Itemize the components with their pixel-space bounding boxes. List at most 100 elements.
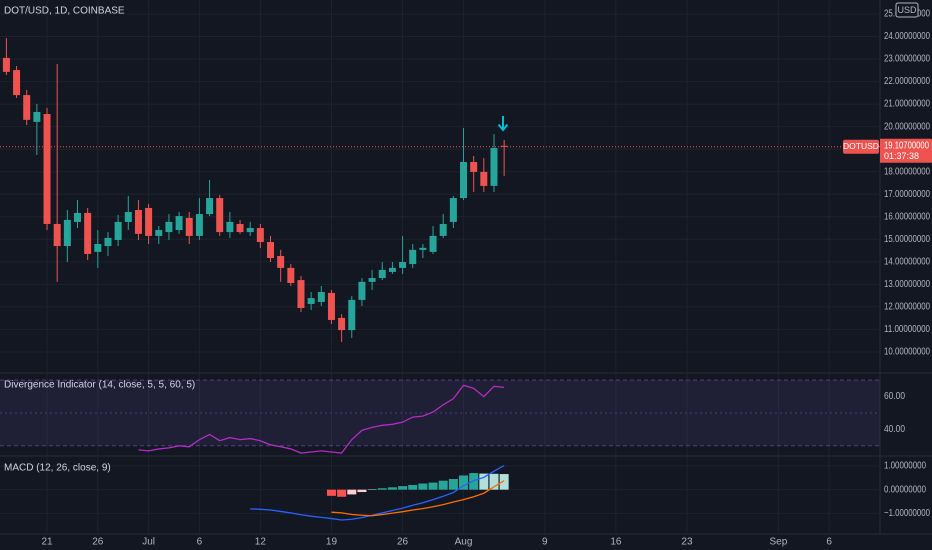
x-tick-label: 26 [92, 537, 104, 548]
candle-body [185, 217, 193, 236]
candle-body [124, 212, 132, 222]
histogram-bar [337, 489, 347, 497]
currency: USD [897, 5, 917, 15]
y-tick-label: 23.00000000 [884, 54, 930, 65]
candle-body [267, 241, 275, 258]
x-tick-label: Sep [770, 537, 788, 548]
candle-body [277, 255, 285, 268]
y-tick-label: 21.00000000 [884, 99, 930, 110]
candle-body [317, 292, 325, 302]
x-tick-label: Aug [455, 537, 473, 548]
x-tick-label: Jul [142, 537, 155, 548]
x-tick-label: 6 [197, 537, 203, 548]
candle-body [2, 57, 10, 72]
signal-arrow [497, 116, 509, 132]
candle-body [287, 267, 295, 283]
histogram-bar [428, 482, 438, 490]
histogram-bar [347, 489, 357, 495]
candle-body [84, 212, 92, 254]
candle-body [480, 171, 488, 186]
histogram-bar [377, 488, 387, 490]
y-tick-label: 24.00000000 [884, 31, 930, 42]
y-tick-label: 1.00000000 [884, 461, 926, 472]
candle-body [419, 247, 427, 250]
histogram-bar [367, 489, 377, 490]
pane-title: Divergence Indicator (14, close, 5, 5, 6… [4, 380, 195, 391]
histogram-bar [438, 480, 448, 490]
last-price-box [880, 138, 932, 163]
candle-body [94, 244, 102, 252]
candle-body [307, 298, 315, 304]
last-price-label: 19.10700000 [884, 140, 929, 151]
histogram-bar [326, 489, 336, 496]
x-tick-label: 21 [41, 537, 53, 548]
candle-body [33, 111, 41, 122]
candle-body [236, 223, 244, 233]
candle-body [399, 262, 407, 268]
x-tick-label: 23 [681, 537, 693, 548]
candle-body [43, 114, 51, 224]
y-tick-label: 0.00000000 [884, 484, 926, 495]
y-tick-label: 13.00000000 [884, 279, 930, 290]
candle-body [23, 95, 31, 120]
candle-body [226, 221, 234, 233]
y-tick-label: 11.00000000 [884, 324, 930, 335]
candle-body [206, 198, 214, 215]
histogram-bar [479, 473, 489, 490]
candle-body [175, 216, 183, 231]
candle-body [358, 281, 366, 300]
y-tick-label: −1.00000000 [884, 508, 930, 519]
pane-title: MACD (12, 26, close, 9) [4, 463, 111, 474]
y-tick-label: 18.00000000 [884, 166, 930, 177]
histogram-bar [489, 473, 499, 490]
x-tick-label: 12 [255, 537, 267, 548]
candle-body [63, 219, 71, 247]
y-tick-label: 16.00000000 [884, 211, 930, 222]
y-tick-label: 10.00000000 [884, 347, 930, 358]
symbol-tag: DOTUSD [843, 141, 879, 151]
histogram-bar [448, 479, 458, 490]
candle-body [388, 267, 396, 272]
histogram-bar [357, 489, 367, 493]
candle-body [165, 221, 173, 233]
candle-body [256, 228, 264, 242]
candle-body [104, 237, 112, 247]
candle-body [327, 292, 335, 320]
candle-body [297, 280, 305, 309]
countdown: 01:37:38 [884, 151, 919, 161]
candle-body [490, 148, 498, 186]
histogram-bar [418, 483, 428, 490]
macd-line [250, 464, 505, 521]
y-tick-label: 14.00000000 [884, 256, 930, 267]
candle-body [368, 278, 376, 282]
histogram-bar [459, 475, 469, 490]
candle-body [429, 235, 437, 252]
y-tick-label: 60.00 [884, 391, 905, 402]
candle-body [216, 198, 224, 233]
x-tick-label: 9 [542, 537, 548, 548]
currency-box [895, 2, 919, 18]
candle-body [470, 162, 478, 172]
histogram-bar [387, 487, 397, 490]
signal-line [331, 480, 505, 517]
candle-body [195, 214, 203, 236]
candle-body [155, 230, 163, 236]
candle-body [246, 228, 254, 233]
indicator-line [138, 384, 505, 454]
symbol-tag-box [843, 139, 879, 154]
histogram-bar [499, 474, 509, 490]
candle-body [145, 207, 153, 236]
candle-body [449, 198, 457, 222]
x-tick-label: 16 [610, 537, 622, 548]
candle-body [114, 221, 122, 240]
candle-body [439, 223, 447, 236]
y-tick-label: 15.00000000 [884, 234, 930, 245]
x-tick-label: 19 [326, 537, 338, 548]
candle-body [53, 223, 61, 247]
histogram-bar [398, 486, 408, 490]
candle-body [134, 209, 142, 234]
y-tick-label: 17.00000000 [884, 189, 930, 200]
